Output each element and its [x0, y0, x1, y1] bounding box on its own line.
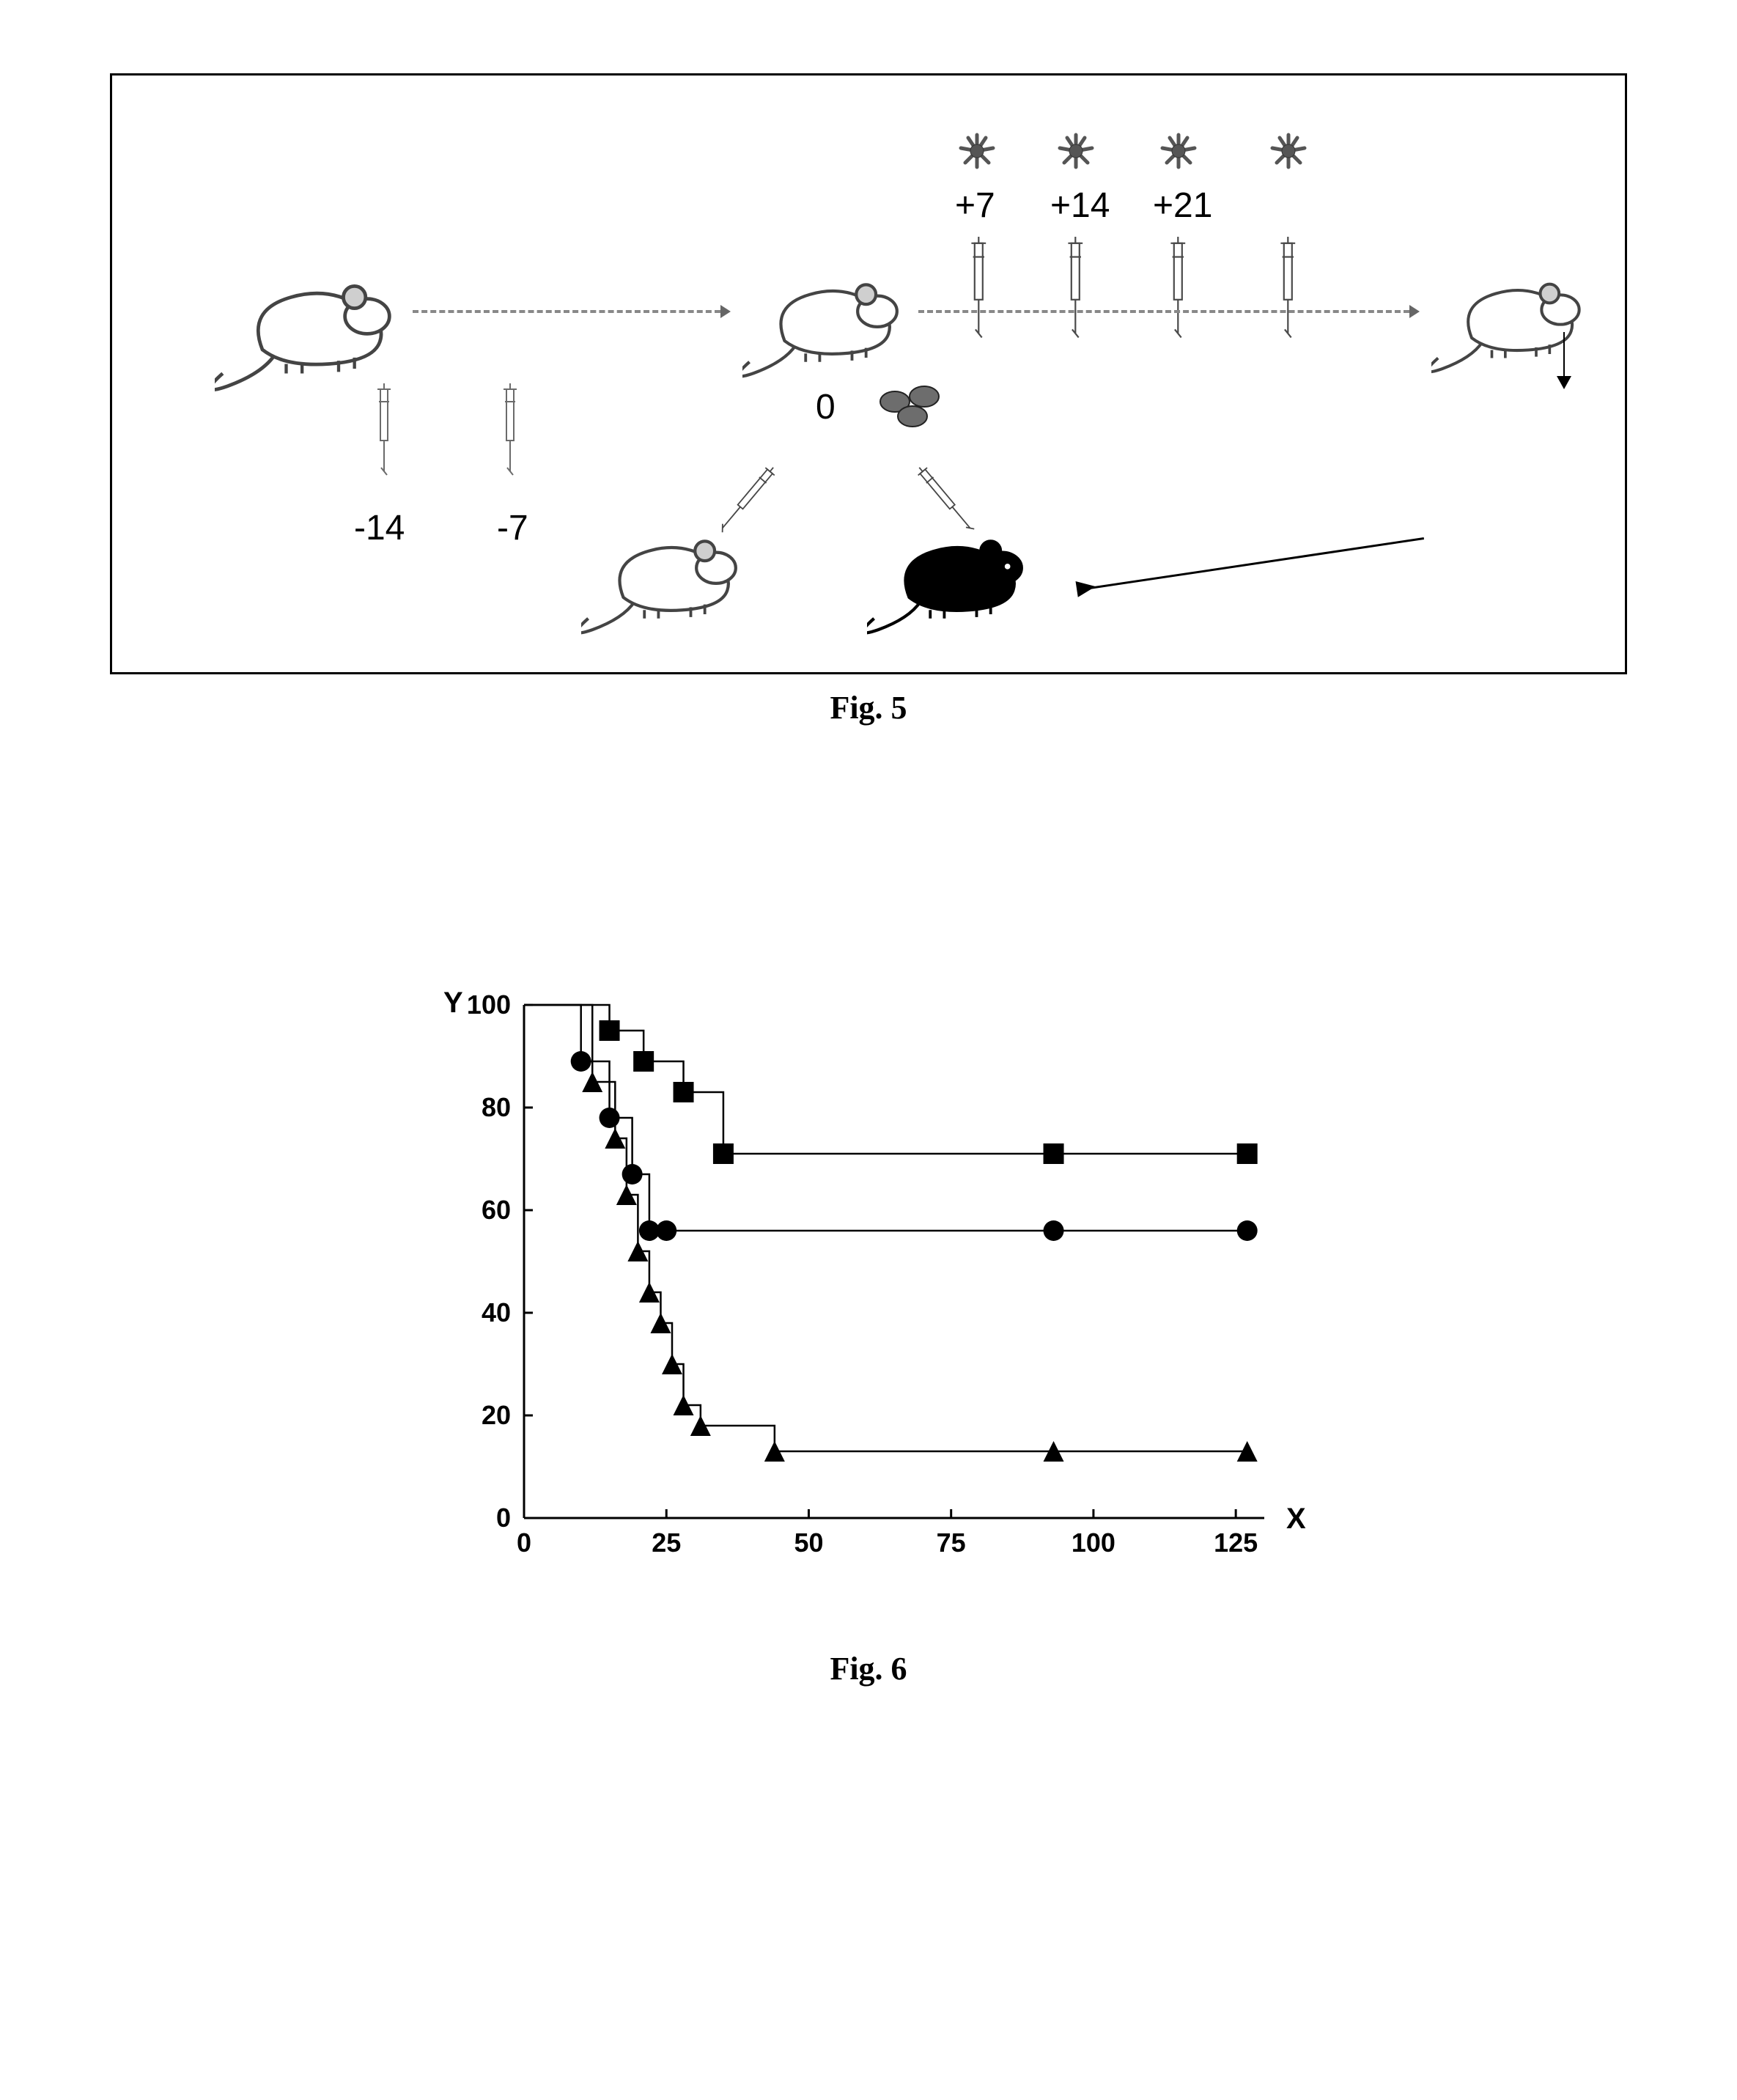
arrow-head-icon — [720, 305, 731, 318]
syringe-icon — [501, 383, 520, 486]
marker-square — [600, 1020, 620, 1041]
y-tick-label: 20 — [482, 1400, 511, 1430]
x-tick-label: 50 — [794, 1528, 823, 1558]
tumor-cells-icon — [874, 376, 955, 435]
x-tick-label: 100 — [1072, 1528, 1115, 1558]
marker-square — [713, 1143, 734, 1164]
x-axis-label: X — [1286, 1503, 1306, 1535]
marker-circle — [656, 1220, 676, 1241]
timeline-arrow — [413, 310, 720, 313]
syringe-icon — [1065, 237, 1086, 350]
mouse-icon — [215, 259, 405, 393]
timeline-label: +21 — [1153, 185, 1212, 226]
arrow-head-icon — [1076, 578, 1097, 597]
timeline-label: +14 — [1050, 185, 1110, 226]
dendritic-cell-icon — [1266, 130, 1310, 172]
dendritic-cell-icon — [1266, 130, 1310, 175]
dendritic-cell-icon — [955, 130, 999, 172]
syringe-icon — [1168, 237, 1189, 353]
timeline-label: -14 — [354, 508, 405, 548]
page-root: -14 -7 0 +7 +14 +21 — [110, 73, 1627, 1687]
mouse-icon — [1431, 259, 1593, 380]
syringe-icon — [1168, 237, 1189, 350]
mouse-icon — [1431, 259, 1593, 377]
marker-square — [1237, 1143, 1258, 1164]
y-tick-label: 100 — [467, 990, 511, 1020]
mouse-icon — [742, 259, 911, 385]
y-tick-label: 0 — [496, 1503, 511, 1533]
y-tick-label: 80 — [482, 1092, 511, 1122]
marker-square — [1044, 1143, 1064, 1164]
marker-circle — [1044, 1220, 1064, 1241]
marker-circle — [571, 1051, 591, 1072]
fig6-survival-chart: 0 20 40 60 80 100 0 25 50 75 100 125 X Y — [429, 976, 1308, 1606]
syringe-icon — [1065, 237, 1086, 353]
x-tick-label: 125 — [1214, 1528, 1258, 1558]
syringe-icon — [735, 457, 752, 553]
arrow-head-icon — [1557, 376, 1571, 389]
timeline-label: +7 — [955, 185, 995, 226]
syringe-icon — [968, 237, 989, 350]
timeline-arrow — [918, 310, 1409, 313]
dendritic-cell-icon — [1054, 130, 1098, 175]
back-arrow-line — [1080, 537, 1424, 591]
dendritic-cell-icon — [1054, 130, 1098, 172]
dendritic-cell-icon — [1157, 130, 1201, 172]
timeline-label: 0 — [816, 387, 836, 427]
marker-circle — [600, 1108, 620, 1128]
syringe-icon — [375, 383, 394, 490]
marker-circle — [622, 1164, 643, 1185]
arrow-head-icon — [1409, 305, 1420, 318]
dendritic-cell-icon — [955, 130, 999, 175]
y-tick-label: 40 — [482, 1297, 511, 1327]
x-tick-label: 25 — [652, 1528, 681, 1558]
y-tick-label: 60 — [482, 1195, 511, 1225]
marker-square — [674, 1082, 694, 1102]
marker-square — [633, 1051, 654, 1072]
fig5-diagram-box: -14 -7 0 +7 +14 +21 — [110, 73, 1627, 674]
syringe-icon — [940, 457, 957, 553]
timeline-label: -7 — [497, 508, 528, 548]
down-arrow-line — [1563, 332, 1565, 376]
tumor-cells-icon — [874, 376, 955, 438]
fig6-caption: Fig. 6 — [110, 1650, 1627, 1687]
syringe-icon — [1277, 237, 1299, 350]
x-tick-label: 75 — [937, 1528, 966, 1558]
x-tick-label: 0 — [517, 1528, 531, 1558]
syringe-icon — [501, 383, 520, 490]
series-line-triangle — [524, 1005, 1247, 1451]
syringe-icon — [375, 383, 394, 486]
syringe-icon — [1277, 237, 1299, 353]
mouse-icon — [215, 259, 405, 397]
mouse-icon — [742, 259, 911, 381]
y-axis-label: Y — [443, 987, 463, 1019]
syringe-icon — [707, 462, 780, 544]
syringe-icon — [968, 237, 989, 353]
marker-circle — [1237, 1220, 1258, 1241]
fig6-chart-wrap: 0 20 40 60 80 100 0 25 50 75 100 125 X Y — [110, 976, 1627, 1606]
fig5-caption: Fig. 5 — [110, 689, 1627, 726]
dendritic-cell-icon — [1157, 130, 1201, 175]
